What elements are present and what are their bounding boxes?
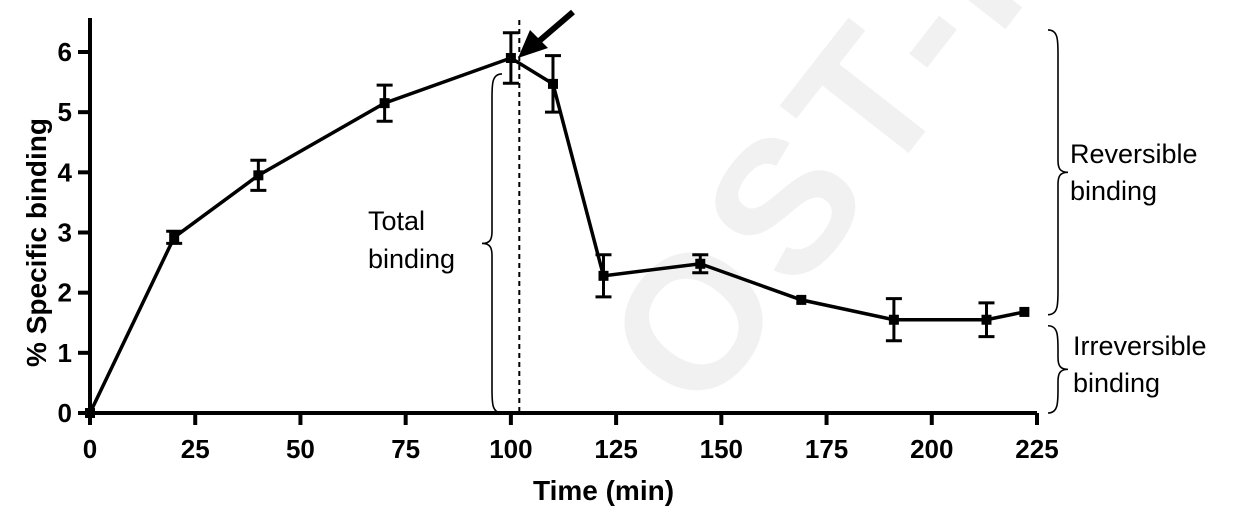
- data-point: [547, 78, 558, 89]
- y-tick-label: 5: [58, 97, 72, 127]
- annotations: Total binding Reversible binding Irrever…: [368, 29, 1214, 414]
- total-binding-brace: [481, 73, 503, 414]
- series-line: [88, 56, 1025, 414]
- y-axis-title: % Specific binding: [21, 118, 52, 367]
- y-tick-label: 0: [58, 398, 72, 428]
- data-point: [888, 314, 899, 325]
- x-tick-label: 175: [805, 434, 848, 464]
- x-tick-label: 200: [910, 434, 953, 464]
- arrow-icon: [518, 9, 575, 58]
- reversible-binding-line2: binding: [1070, 176, 1157, 206]
- y-tick-label: 2: [58, 278, 72, 308]
- data-point: [85, 408, 95, 418]
- data-point: [981, 314, 992, 325]
- y-tick-label: 6: [58, 37, 72, 67]
- y-tick-label: 1: [58, 338, 72, 368]
- reversible-binding-line1: Reversible: [1070, 139, 1198, 169]
- total-binding-line1: Total: [368, 206, 425, 236]
- y-tick-label: 3: [58, 218, 72, 248]
- x-tick-label: 50: [286, 434, 315, 464]
- x-ticks: 0 25 50 75 100 125 150 175 200 225: [83, 413, 1059, 464]
- data-point: [796, 294, 807, 305]
- total-binding-label: Total binding: [368, 206, 455, 274]
- x-tick-label: 225: [1015, 434, 1058, 464]
- x-tick-label: 75: [391, 434, 420, 464]
- data-point: [379, 98, 390, 109]
- data-point: [169, 232, 180, 243]
- total-binding-line2: binding: [368, 244, 455, 274]
- x-tick-label: 25: [181, 434, 210, 464]
- x-tick-label: 100: [489, 434, 532, 464]
- data-point: [1019, 306, 1030, 317]
- x-tick-label: 125: [594, 434, 637, 464]
- irreversible-binding-line1: Irreversible: [1073, 331, 1207, 361]
- x-axis-title: Time (min): [533, 475, 674, 506]
- series-group: [85, 31, 1030, 418]
- x-tick-label: 0: [83, 434, 97, 464]
- x-tick-label: 150: [700, 434, 743, 464]
- irreversible-binding-brace: [1047, 324, 1069, 414]
- data-point: [695, 258, 706, 269]
- plot-area: 0 25 50 75 100 125 150 175 200 225 0 1 2 3 4 5 6: [58, 18, 1059, 464]
- y-tick-label: 4: [58, 157, 73, 187]
- reversible-binding-brace: [1047, 29, 1069, 316]
- data-point: [253, 170, 264, 181]
- data-point: [505, 53, 516, 64]
- irreversible-binding-label: Irreversible binding: [1073, 331, 1214, 398]
- y-ticks: 0 1 2 3 4 5 6: [58, 37, 90, 428]
- reversible-binding-label: Reversible binding: [1070, 139, 1205, 206]
- irreversible-binding-line2: binding: [1073, 368, 1160, 398]
- data-point: [598, 270, 609, 281]
